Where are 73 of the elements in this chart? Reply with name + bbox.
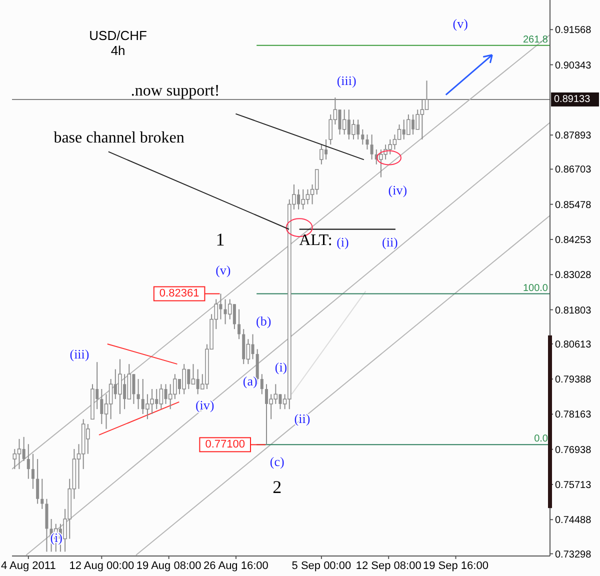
annotation: 100.0 (522, 282, 548, 294)
annotation: (i) (336, 234, 349, 250)
y-tick-label: 0.75713 (555, 480, 592, 492)
annotation: 1 (216, 230, 225, 250)
annotation: .now support! (130, 82, 220, 100)
y-tick-label: 0.80613 (555, 339, 592, 350)
annotation: (i) (50, 530, 62, 546)
y-tick-label: 0.81803 (555, 305, 592, 316)
candlestick (191, 364, 196, 385)
annotation: (iii) (336, 72, 356, 88)
y-tick-label: 0.78163 (555, 410, 592, 421)
annotation: (i) (274, 359, 288, 374)
annotation: (iv) (195, 397, 214, 412)
annotation: 0.0 (534, 434, 548, 445)
x-tick-label: 19 Aug 08:00 (136, 560, 202, 572)
annotation: (ii) (382, 234, 398, 250)
candlestick (36, 458, 40, 504)
candlestick (159, 384, 164, 410)
annotation: 0.77100 (205, 438, 245, 451)
y-tick-label: 0.86703 (555, 164, 592, 176)
x-tick-label: 5 Sep 00:00 (292, 560, 352, 572)
y-tick-label: 0.73298 (555, 549, 592, 560)
y-tick-label: 0.90343 (555, 60, 592, 72)
annotation: (iii) (70, 346, 90, 362)
annotation: (a) (242, 373, 258, 388)
annotation: 261.8 (522, 34, 548, 46)
ref-line-label: 0.89133 (554, 94, 591, 106)
candlestick (238, 308, 241, 340)
candlestick (370, 134, 374, 160)
candlestick (136, 378, 140, 410)
candlestick (108, 378, 113, 420)
candlestick (406, 114, 410, 136)
annotation: 0.82361 (159, 288, 200, 300)
y-tick-label: 0.74488 (555, 515, 592, 526)
candlestick (228, 298, 232, 320)
candlestick (366, 134, 369, 150)
y-tick-label: 0.85478 (555, 200, 592, 211)
annotation: (b) (256, 313, 272, 328)
candlestick (12, 448, 17, 470)
annotation: (ii) (294, 411, 310, 426)
x-tick-label: 19 Sep 16:00 (423, 560, 488, 572)
candlestick (342, 109, 346, 136)
candlestick (301, 188, 306, 210)
annotation: (v) (216, 262, 231, 278)
annotation: (v) (452, 16, 468, 31)
annotation: ALT: (299, 232, 332, 250)
y-tick-label: 0.87893 (555, 130, 592, 142)
annotation: base channel broken (54, 129, 184, 146)
x-tick-label: 12 Sep 08:00 (356, 560, 422, 572)
x-tick-label: 12 Aug 00:00 (69, 560, 134, 572)
annotation: (c) (270, 454, 284, 470)
candlestick (182, 364, 186, 395)
text: 4h (110, 42, 126, 58)
y-tick-label: 0.91568 (555, 25, 592, 36)
candlestick (260, 374, 264, 395)
annotation: 2 (272, 477, 282, 498)
x-tick-label: 4 Aug 2011 (0, 560, 56, 572)
y-tick-label: 0.79388 (555, 374, 592, 386)
y-tick-label: 0.76938 (555, 444, 592, 456)
y-tick-label: 0.83028 (555, 270, 592, 282)
candlestick (17, 438, 22, 470)
candlestick (40, 478, 44, 510)
candlestick (320, 144, 324, 165)
candlestick (118, 358, 122, 414)
candlestick (31, 453, 34, 490)
x-tick-label: 26 Aug 16:00 (204, 560, 268, 572)
text: USD/CHF (89, 28, 147, 43)
candlestick (352, 119, 356, 140)
annotation: (iv) (388, 182, 408, 198)
y-tick-label: 0.84253 (555, 235, 592, 246)
candlestick (314, 169, 319, 196)
candlestick (26, 444, 30, 480)
candlestick (361, 128, 364, 146)
